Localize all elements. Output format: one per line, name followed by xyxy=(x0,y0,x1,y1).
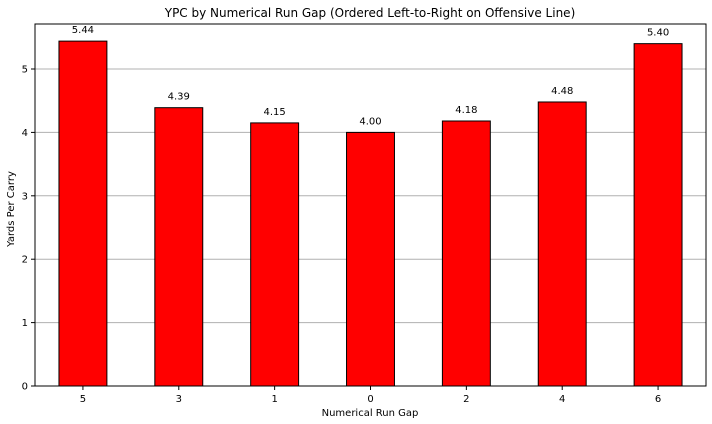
bar xyxy=(250,122,300,387)
bars xyxy=(58,40,683,387)
x-tick-label: 4 xyxy=(559,394,565,405)
y-tick-label: 1 xyxy=(22,318,28,329)
x-tick-label: 6 xyxy=(655,394,661,405)
x-tick-label: 2 xyxy=(463,394,469,405)
data-label: 4.00 xyxy=(359,116,381,127)
data-label: 5.40 xyxy=(647,28,669,39)
y-tick-label: 3 xyxy=(22,191,28,202)
data-label: 4.15 xyxy=(264,107,286,118)
data-label: 4.18 xyxy=(455,105,477,116)
y-tick-label: 0 xyxy=(22,382,28,393)
y-tick-label: 2 xyxy=(22,255,28,266)
x-tick-label: 5 xyxy=(80,394,86,405)
y-axis-ticks: 0 1 2 3 4 5 xyxy=(22,65,35,393)
x-tick-label: 1 xyxy=(271,394,277,405)
y-tick-label: 5 xyxy=(22,65,28,76)
bar xyxy=(441,120,491,387)
bar xyxy=(537,101,587,387)
chart-title: YPC by Numerical Run Gap (Ordered Left-t… xyxy=(164,6,576,20)
y-axis-label: Yards Per Carry xyxy=(6,171,17,248)
data-label: 4.39 xyxy=(168,92,190,103)
data-labels: 5.44 4.39 4.15 4.00 4.18 4.48 5.40 xyxy=(72,25,669,127)
x-axis-label: Numerical Run Gap xyxy=(322,408,419,419)
x-tick-label: 3 xyxy=(176,394,182,405)
x-tick-label: 0 xyxy=(367,394,373,405)
bar xyxy=(58,40,108,387)
y-tick-label: 4 xyxy=(22,128,28,139)
bar xyxy=(633,43,683,387)
data-label: 4.48 xyxy=(551,86,573,97)
x-axis-ticks: 5 3 1 0 2 4 6 xyxy=(80,386,661,405)
data-label: 5.44 xyxy=(72,25,94,36)
bar xyxy=(154,107,204,387)
bar xyxy=(346,131,395,387)
